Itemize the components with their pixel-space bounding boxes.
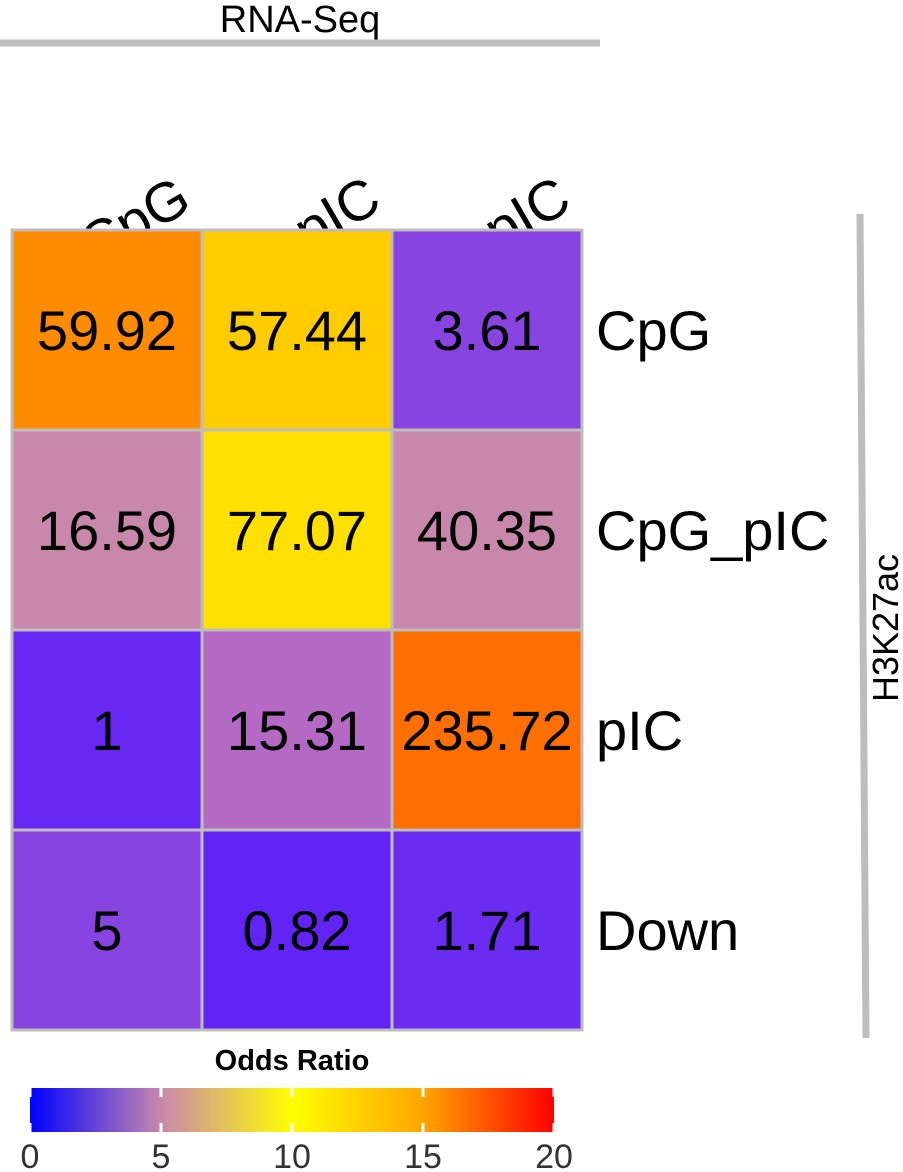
cell-value-label: 1 [91,699,122,762]
legend-tick-label: 10 [273,1138,311,1172]
legend-tick-label: 5 [152,1138,171,1172]
heatmap-cell [390,228,584,432]
cell-value-label: 40.35 [417,499,557,562]
row-label: CpG [596,299,711,362]
row-group-bar [856,213,870,1039]
cell-value-label: 15.31 [227,699,367,762]
row-group-label: H3K27ac [865,554,903,702]
heatmap-cell [200,428,394,632]
heatmap-cell [390,628,584,832]
heatmap-cell [200,828,394,1032]
legend-tick-label: 20 [535,1138,573,1172]
heatmap-cell [200,228,394,432]
cell-value-label: 1.71 [433,899,542,962]
cell-value-label: 57.44 [227,299,367,362]
heatmap-cell [10,628,204,832]
heatmap-cell [10,428,204,632]
legend-tick-label: 15 [404,1138,442,1172]
cell-value-label: 235.72 [401,699,572,762]
cell-value-label: 3.61 [433,299,542,362]
column-group-label: RNA-Seq [220,0,381,41]
heatmap-cell [10,228,204,432]
cell-value-label: 0.82 [243,899,352,962]
heatmap-cell [390,428,584,632]
legend-tick-label: 0 [21,1138,40,1172]
row-label: CpG_pIC [596,499,829,562]
legend-title: Odds Ratio [215,1045,370,1077]
cell-value-label: 59.92 [37,299,177,362]
row-label: pIC [596,699,683,762]
row-label: Down [596,899,739,962]
heatmap-cell [390,828,584,1032]
heatmap-cell [10,828,204,1032]
cell-value-label: 16.59 [37,499,177,562]
cell-value-label: 77.07 [227,499,367,562]
cell-value-label: 5 [91,899,122,962]
